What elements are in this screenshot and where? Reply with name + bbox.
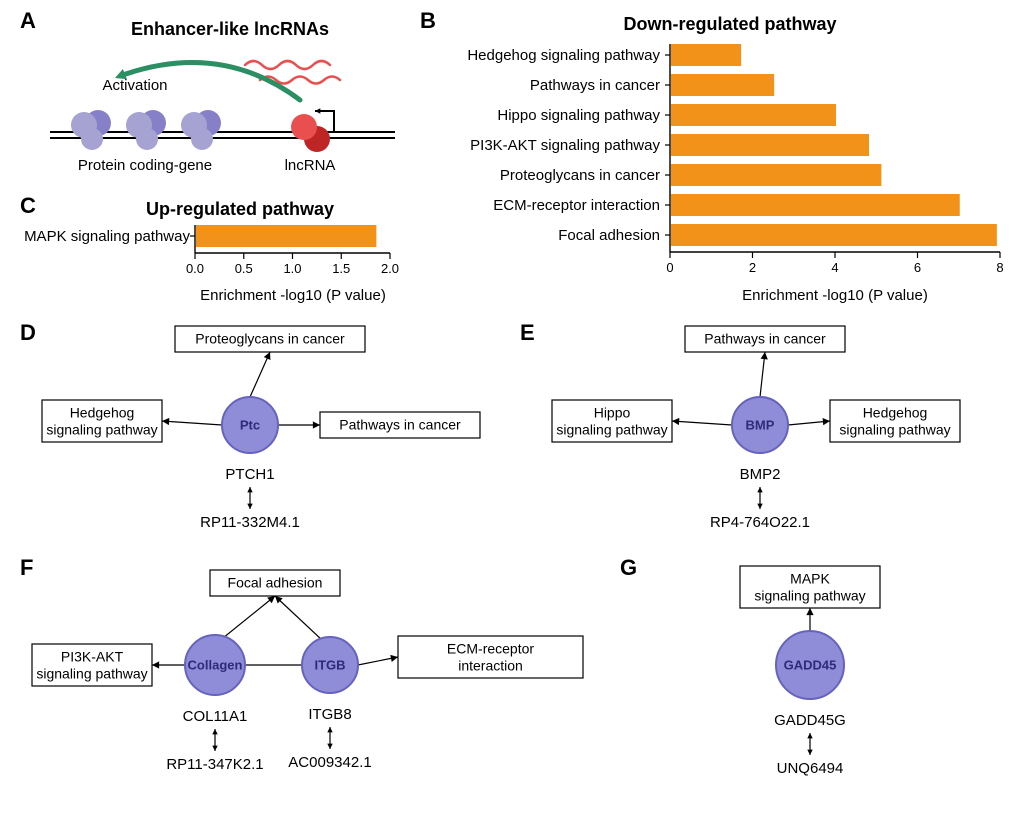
bar bbox=[671, 194, 960, 216]
svg-text:B: B bbox=[420, 8, 436, 33]
svg-text:BMP2: BMP2 bbox=[740, 466, 781, 483]
svg-text:Focal adhesion: Focal adhesion bbox=[228, 575, 323, 591]
svg-text:Pathways in cancer: Pathways in cancer bbox=[704, 331, 826, 347]
svg-text:AC009342.1: AC009342.1 bbox=[288, 754, 371, 771]
svg-text:Proteoglycans in cancer: Proteoglycans in cancer bbox=[195, 331, 345, 347]
svg-text:0.5: 0.5 bbox=[235, 261, 253, 276]
svg-text:RP11-332M4.1: RP11-332M4.1 bbox=[200, 514, 300, 531]
panel-f: F Focal adhesion PI3K-AKTsignaling pathway… bbox=[20, 555, 583, 773]
svg-text:COL11A1: COL11A1 bbox=[183, 708, 248, 725]
svg-text:signaling pathway: signaling pathway bbox=[839, 422, 950, 438]
bar-category-label: MAPK signaling pathway bbox=[24, 228, 190, 245]
bar-category-label: Focal adhesion bbox=[558, 227, 660, 244]
svg-text:PI3K-AKT: PI3K-AKT bbox=[61, 649, 124, 665]
svg-text:Collagen: Collagen bbox=[188, 657, 243, 672]
panel-c: C Up-regulated pathway 0.0 0.5 1.0 1.5 2.0 MAPK… bbox=[20, 193, 399, 304]
bar bbox=[671, 224, 997, 246]
svg-text:GADD45: GADD45 bbox=[784, 657, 837, 672]
svg-text:D: D bbox=[20, 320, 36, 345]
svg-text:ECM-receptor: ECM-receptor bbox=[447, 641, 534, 657]
bar bbox=[671, 104, 836, 126]
bar-category-label: PI3K-AKT signaling pathway bbox=[470, 137, 660, 154]
svg-text:PTCH1: PTCH1 bbox=[225, 466, 274, 483]
svg-text:6: 6 bbox=[914, 260, 921, 275]
svg-text:RP4-764O22.1: RP4-764O22.1 bbox=[710, 514, 810, 531]
svg-text:interaction: interaction bbox=[458, 658, 523, 674]
bar bbox=[671, 134, 869, 156]
svg-text:8: 8 bbox=[996, 260, 1003, 275]
protein-coding-label: Protein coding-gene bbox=[78, 157, 212, 174]
panel-e: EPathways in cancerHipposignaling pathwa… bbox=[520, 320, 960, 531]
svg-text:ITGB: ITGB bbox=[314, 657, 345, 672]
bar bbox=[671, 164, 881, 186]
svg-text:signaling pathway: signaling pathway bbox=[36, 666, 147, 682]
panel-d: D Proteoglycans in cancer Hedgehogsignalin… bbox=[20, 320, 480, 531]
svg-text:1.0: 1.0 bbox=[283, 261, 301, 276]
svg-text:E: E bbox=[520, 320, 535, 345]
svg-text:0.0: 0.0 bbox=[186, 261, 204, 276]
panel-a: A Enhancer-like lncRNAs Activation Protein … bbox=[20, 8, 395, 174]
svg-text:GADD45G: GADD45G bbox=[774, 712, 846, 729]
bar-category-label: ECM-receptor interaction bbox=[493, 197, 660, 214]
bar bbox=[196, 225, 376, 247]
svg-text:UNQ6494: UNQ6494 bbox=[777, 760, 844, 777]
panel-g: G MAPKsignaling pathway GADD45 GADD45G UNQ64… bbox=[620, 555, 880, 777]
svg-text:2: 2 bbox=[749, 260, 756, 275]
activation-label: Activation bbox=[102, 77, 167, 94]
bar bbox=[671, 44, 741, 66]
svg-text:Down-regulated pathway: Down-regulated pathway bbox=[623, 14, 836, 34]
svg-text:Hippo: Hippo bbox=[594, 405, 631, 421]
svg-text:Hedgehog: Hedgehog bbox=[863, 405, 928, 421]
lncrna-label: lncRNA bbox=[285, 157, 336, 174]
panel-a-title: Enhancer-like lncRNAs bbox=[131, 19, 329, 39]
svg-text:Up-regulated pathway: Up-regulated pathway bbox=[146, 199, 334, 219]
svg-text:MAPK: MAPK bbox=[790, 571, 830, 587]
bar-category-label: Pathways in cancer bbox=[530, 77, 660, 94]
svg-text:RP11-347K2.1: RP11-347K2.1 bbox=[166, 756, 263, 773]
svg-text:0: 0 bbox=[666, 260, 673, 275]
svg-text:Pathways in cancer: Pathways in cancer bbox=[339, 417, 461, 433]
svg-text:BMP: BMP bbox=[746, 417, 775, 432]
svg-text:G: G bbox=[620, 555, 637, 580]
svg-text:4: 4 bbox=[831, 260, 838, 275]
svg-text:C: C bbox=[20, 193, 36, 218]
svg-text:signaling pathway: signaling pathway bbox=[46, 422, 157, 438]
panel-a-letter: A bbox=[20, 8, 36, 33]
x-axis-label: Enrichment -log10 (P value) bbox=[200, 287, 386, 304]
svg-text:signaling pathway: signaling pathway bbox=[754, 588, 865, 604]
svg-text:Ptc: Ptc bbox=[240, 417, 260, 432]
x-axis-label: Enrichment -log10 (P value) bbox=[742, 287, 928, 304]
svg-text:F: F bbox=[20, 555, 33, 580]
svg-text:ITGB8: ITGB8 bbox=[308, 706, 351, 723]
bar bbox=[671, 74, 774, 96]
svg-text:Hedgehog: Hedgehog bbox=[70, 405, 135, 421]
svg-text:1.5: 1.5 bbox=[332, 261, 350, 276]
svg-text:2.0: 2.0 bbox=[381, 261, 399, 276]
bar-category-label: Proteoglycans in cancer bbox=[500, 167, 660, 184]
bar-category-label: Hedgehog signaling pathway bbox=[467, 47, 660, 64]
svg-text:signaling pathway: signaling pathway bbox=[556, 422, 667, 438]
bar-category-label: Hippo signaling pathway bbox=[497, 107, 660, 124]
panel-b: B Down-regulated pathway 0 2 4 6 8 Hedgehog sig… bbox=[420, 8, 1004, 304]
